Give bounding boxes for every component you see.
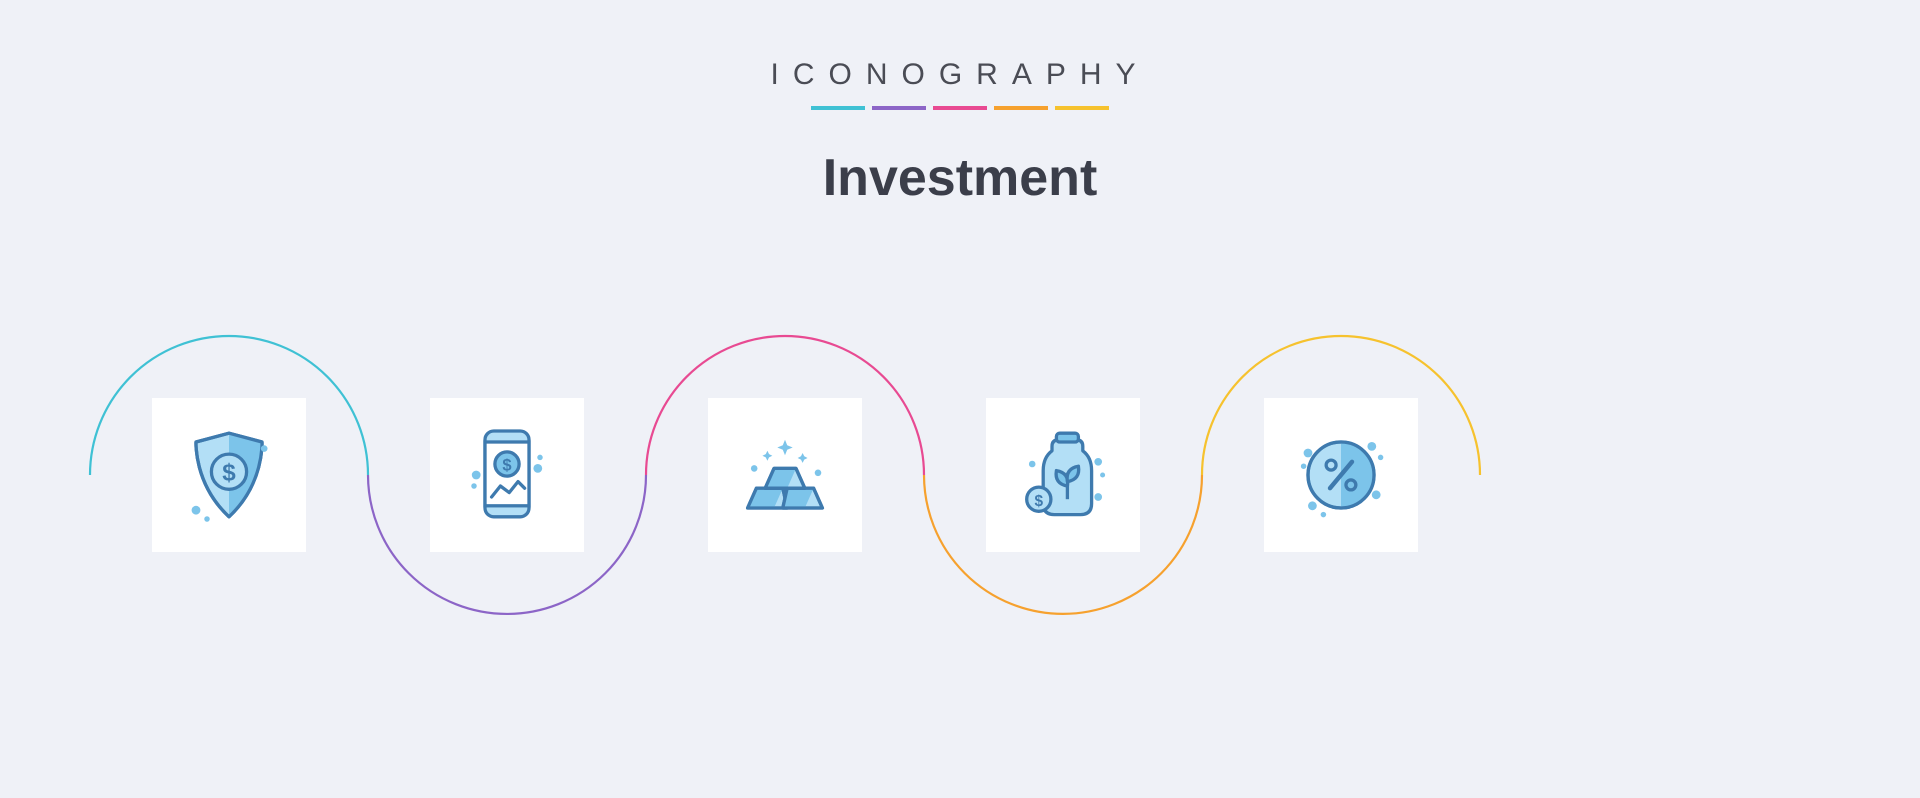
accent-swatch: [994, 106, 1048, 110]
accent-color-bar: [0, 106, 1920, 110]
svg-text:$: $: [222, 460, 236, 487]
savings-jar-icon: $: [1008, 420, 1118, 530]
savings-jar-tile: $: [986, 398, 1140, 552]
gold-bars-tile: [708, 398, 862, 552]
accent-swatch: [872, 106, 926, 110]
mobile-finance-icon: $: [452, 420, 562, 530]
svg-text:$: $: [1035, 493, 1044, 510]
percent-coin-icon: [1286, 420, 1396, 530]
brand-title: ICONOGRAPHY: [770, 58, 1149, 92]
shield-dollar-icon: $: [174, 420, 284, 530]
mobile-finance-tile: $: [430, 398, 584, 552]
accent-swatch: [1055, 106, 1109, 110]
page-subtitle: Investment: [0, 148, 1920, 208]
accent-swatch: [933, 106, 987, 110]
accent-swatch: [811, 106, 865, 110]
svg-text:$: $: [502, 457, 511, 475]
percent-coin-tile: [1264, 398, 1418, 552]
shield-dollar-tile: $: [152, 398, 306, 552]
gold-bars-icon: [730, 420, 840, 530]
